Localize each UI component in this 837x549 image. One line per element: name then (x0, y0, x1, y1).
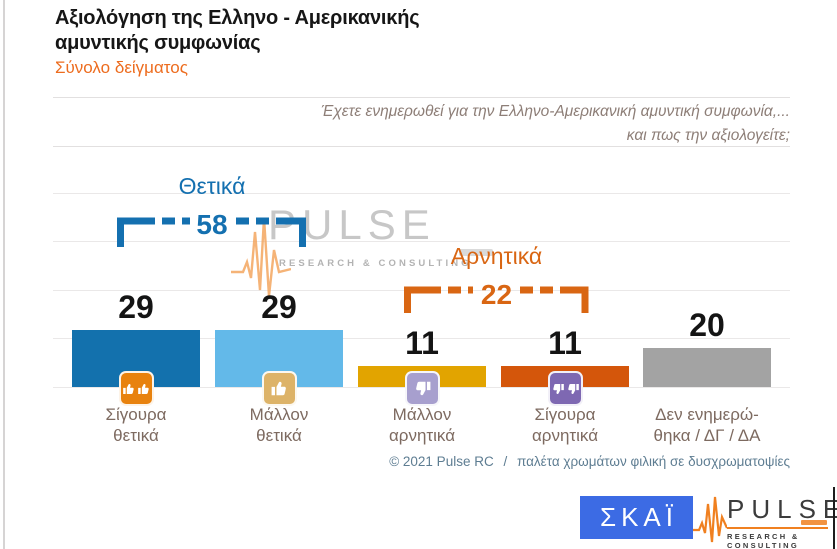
negative-total: 22 (480, 279, 513, 310)
category-label: Δεν ενημερώ- θηκα / ΔΓ / ΔΑ (653, 405, 761, 445)
pulse-logo-waveform-icon (693, 496, 727, 543)
window-edge (3, 0, 5, 549)
pulse-logo-tagline: RESEARCH & CONSULTING (727, 532, 800, 549)
bar-value: 11 (405, 325, 439, 361)
bar-value: 29 (118, 289, 154, 325)
palette-note: παλέτα χρωμάτων φιλική σε δυσχρωματοψίες (517, 454, 790, 469)
positive-bracket (117, 217, 306, 247)
copyright-text: © 2021 Pulse RC (389, 454, 494, 469)
skai-logo: ΣΚΑΪ (580, 496, 693, 539)
page-title-line1: Αξιολόγηση της Ελληνο - Αμερικανικής (55, 7, 420, 29)
bar-value: 11 (548, 325, 582, 361)
category-label: Σίγουρα αρνητικά (531, 405, 599, 445)
category-label: Μάλλον αρνητικά (388, 405, 456, 445)
survey-question: Έχετε ενημερωθεί για την Ελληνο-Αμερικαν… (321, 100, 790, 148)
thumbs-down-icon (405, 371, 440, 406)
watermark-tagline: RESEARCH & CONSULTING (279, 258, 472, 269)
page-title-line2: αμυντικής συμφωνίας (55, 32, 261, 54)
footer-divider: / (503, 454, 508, 469)
bar-value: 20 (689, 307, 725, 343)
gridline (53, 338, 790, 339)
thumbs-down-double-icon (548, 371, 583, 406)
sample-label: Σύνολο δείγματος (55, 58, 188, 77)
bar-5 (643, 348, 771, 387)
survey-question-line1: Έχετε ενημερωθεί για την Ελληνο-Αμερικαν… (321, 103, 790, 120)
footer-note: © 2021 Pulse RC / παλέτα χρωμάτων φιλική… (389, 454, 790, 469)
negative-group: Αρνητικά 22 (403, 243, 590, 316)
positive-total: 58 (196, 209, 228, 240)
separator-line (53, 97, 790, 98)
negative-bracket (404, 286, 589, 313)
pulse-logo-underline (727, 527, 828, 529)
thumbs-up-double-icon (119, 371, 154, 406)
category-label: Σίγουρα θετικά (105, 405, 167, 445)
pulse-logo-fineprint (801, 520, 827, 525)
image-edge-line (833, 487, 835, 549)
positive-group: Θετικά 58 (116, 173, 308, 249)
skai-logo-text: ΣΚΑΪ (600, 502, 678, 532)
gridline (53, 241, 790, 242)
survey-question-line2: και πως την αξιολογείτε; (626, 127, 790, 144)
bar-value: 29 (261, 289, 297, 325)
category-label: Μάλλον θετικά (249, 405, 309, 445)
watermark-fineprint (459, 249, 493, 256)
positive-label: Θετικά (178, 173, 246, 199)
gridline (53, 193, 790, 194)
thumbs-up-icon (262, 371, 297, 406)
pulse-waveform-icon (231, 217, 291, 297)
separator-line (53, 146, 790, 147)
pulse-logo-brand: PULSE (727, 494, 837, 524)
page-title: Αξιολόγηση της Ελληνο - Αμερικανικής αμυ… (55, 6, 420, 56)
negative-label: Αρνητικά (450, 243, 543, 269)
